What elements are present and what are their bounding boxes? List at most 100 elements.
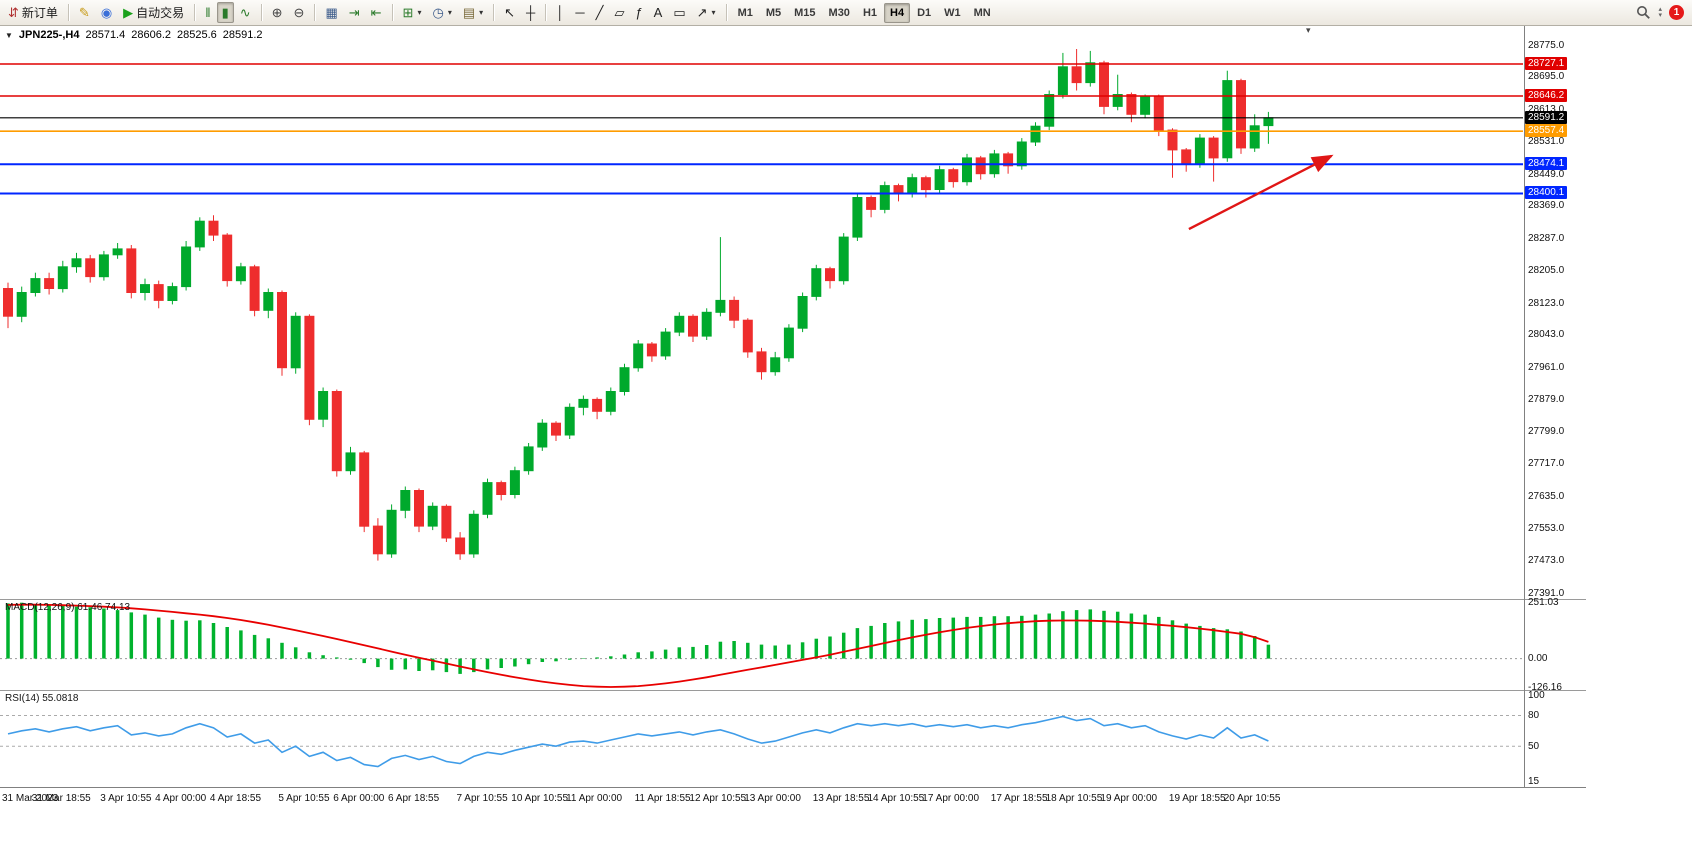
- candle: [742, 319, 753, 353]
- timeframe-w1-button[interactable]: W1: [944, 6, 961, 19]
- chart-shift-marker[interactable]: ▾: [1306, 25, 1311, 35]
- candle: [290, 315, 301, 369]
- bar-chart-button[interactable]: ‖: [200, 2, 215, 23]
- periods-button[interactable]: ◷ ▾: [427, 2, 456, 23]
- candle-chart-button[interactable]: ▮: [216, 2, 234, 23]
- timeframe-m1-button[interactable]: M1: [737, 6, 753, 19]
- rsi-tick-label: 50: [1528, 740, 1540, 752]
- price-tick-label: 27635.0: [1528, 490, 1565, 502]
- label-button[interactable]: ▭: [668, 2, 690, 23]
- new-order-button[interactable]: ⇵ 新订单: [3, 2, 63, 23]
- macd-label: MACD(12,26,9) 61.46 74.13: [5, 602, 131, 613]
- price-axis[interactable]: 28775.0 28695.0 28613.0 28531.0 28449.0 28369…: [1524, 26, 1586, 787]
- chart-shift-button[interactable]: ⇤: [366, 2, 387, 23]
- zoom-in-button[interactable]: ⊕: [267, 2, 288, 23]
- candle: [1030, 125, 1041, 143]
- candle: [400, 490, 411, 511]
- horizontal-line-icon: ─: [575, 5, 585, 20]
- market-watch-icon: ◉: [100, 5, 113, 20]
- rsi-pane[interactable]: RSI(14) 55.0818: [0, 690, 1586, 787]
- candle: [1153, 96, 1164, 131]
- line-chart-button[interactable]: ∿: [235, 2, 256, 23]
- candle: [372, 525, 383, 555]
- candle: [1249, 125, 1260, 149]
- chart-shift-icon: ⇤: [370, 5, 382, 20]
- candle: [852, 197, 863, 238]
- new-order-button-label: 新订单: [21, 6, 58, 20]
- fibonacci-button[interactable]: ƒ: [630, 2, 647, 23]
- auto-scroll-button[interactable]: ⇥: [344, 2, 365, 23]
- toolbar-separator: [67, 4, 69, 21]
- macd-pane[interactable]: MACD(12,26,9) 61.46 74.13: [0, 599, 1586, 690]
- arrows-button-caret-icon[interactable]: ▾: [711, 8, 716, 17]
- toolbar-separator: [545, 4, 547, 21]
- rsi-chart-canvas[interactable]: [0, 691, 1523, 787]
- trendline-button[interactable]: ╱: [591, 2, 609, 23]
- time-axis[interactable]: 31 Mar 2023 31 Mar 18:55 3 Apr 10:55 4 Apr …: [0, 787, 1586, 811]
- timeframe-m5-button[interactable]: M5: [765, 6, 782, 19]
- cursor-button[interactable]: ↖: [499, 2, 520, 23]
- timeframe-d1-button[interactable]: D1: [917, 6, 932, 19]
- candle: [729, 299, 740, 321]
- candle: [263, 292, 274, 311]
- time-tick-label: 17 Apr 00:00: [922, 793, 980, 804]
- autotrading-button[interactable]: ▶ 自动交易: [118, 2, 189, 23]
- time-tick-label: 6 Apr 00:00: [333, 793, 385, 804]
- line-chart-icon: ∿: [239, 5, 251, 20]
- price-tick-label: 27553.0: [1528, 523, 1565, 535]
- candle: [455, 537, 466, 555]
- trend-arrow[interactable]: [1188, 154, 1334, 231]
- main-chart-pane[interactable]: ▼ JPN225-,H4 28571.4 28606.2 28525.6 285…: [0, 25, 1586, 599]
- one-click-collapse-icon[interactable]: ▼: [5, 30, 13, 40]
- text-button[interactable]: A: [649, 2, 668, 23]
- candle: [345, 452, 356, 472]
- toolbar-overflow-icon[interactable]: ▴ ▾: [1658, 5, 1662, 19]
- candle: [756, 351, 767, 373]
- channel-button[interactable]: ▱: [609, 2, 629, 23]
- candle: [441, 505, 452, 539]
- candle: [153, 284, 164, 301]
- macd-histogram: [6, 602, 1271, 674]
- templates-button[interactable]: ▤ ▾: [458, 2, 488, 23]
- candle: [537, 422, 548, 448]
- crosshair-button[interactable]: ┼: [521, 2, 540, 23]
- price-tick-label: 28205.0: [1528, 265, 1565, 277]
- timeframe-m30-button[interactable]: M30: [828, 6, 850, 19]
- timeframe-mn-button[interactable]: MN: [973, 6, 991, 19]
- toolbar-separator: [194, 4, 196, 21]
- candle: [920, 177, 931, 191]
- horizontal-line-button[interactable]: ─: [570, 2, 589, 23]
- notification-badge[interactable]: 1: [1669, 5, 1684, 20]
- channel-icon: ▱: [614, 5, 625, 20]
- zoom-out-button[interactable]: ⊖: [289, 2, 310, 23]
- rsi-label: RSI(14) 55.0818: [5, 693, 79, 704]
- timeframe-h4-button[interactable]: H4: [884, 2, 911, 23]
- metaeditor-button[interactable]: ✎: [74, 2, 95, 23]
- arrows-button[interactable]: ↗ ▾: [692, 2, 721, 23]
- vertical-line-button[interactable]: │: [551, 2, 569, 23]
- time-tick-label: 31 Mar 2023: [2, 793, 59, 804]
- timeframe-h1-button[interactable]: H1: [862, 6, 877, 19]
- candle: [523, 446, 534, 472]
- search-icon[interactable]: [1636, 5, 1651, 20]
- candle: [3, 288, 13, 317]
- market-watch-button[interactable]: ◉: [96, 2, 117, 23]
- price-level-lines[interactable]: [0, 63, 1523, 195]
- indicators-button-caret-icon[interactable]: ▾: [417, 8, 422, 17]
- zoom-in-icon: ⊕: [271, 5, 283, 20]
- price-badge-28474.1: 28474.1: [1525, 157, 1568, 171]
- arrow-objects-icon: ↗: [696, 5, 708, 20]
- time-tick-label: 11 Apr 18:55: [634, 793, 691, 804]
- tile-windows-button[interactable]: ▦: [320, 2, 342, 23]
- timeframe-m15-button[interactable]: M15: [794, 6, 816, 19]
- candle: [222, 234, 233, 282]
- candlestick-chart-canvas[interactable]: [0, 26, 1523, 599]
- candle: [1194, 137, 1205, 165]
- indicators-button[interactable]: ⊞ ▾: [398, 2, 427, 23]
- time-tick-label: 13 Apr 18:55: [812, 793, 870, 804]
- macd-chart-canvas[interactable]: [0, 600, 1523, 690]
- templates-button-caret-icon[interactable]: ▾: [479, 8, 484, 17]
- candle: [30, 278, 41, 294]
- periods-button-caret-icon[interactable]: ▾: [447, 8, 452, 17]
- new-order-icon: ⇵: [8, 5, 19, 20]
